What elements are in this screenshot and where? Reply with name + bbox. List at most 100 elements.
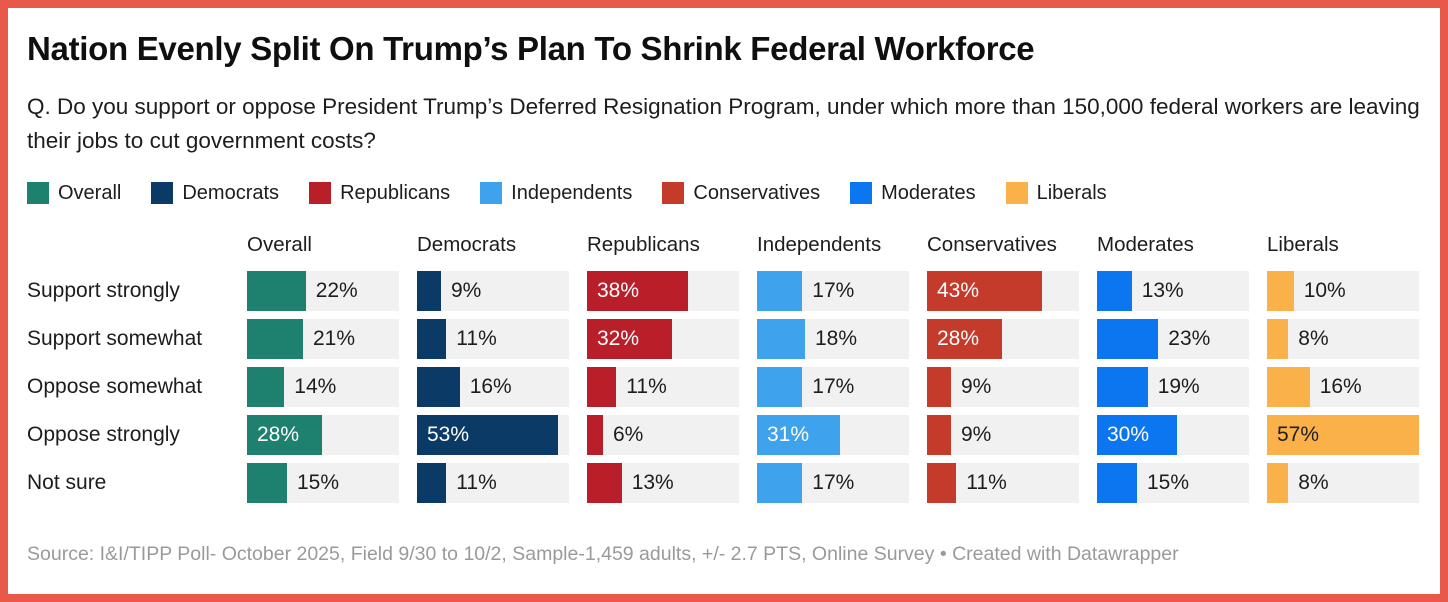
- bar-democrats: [417, 318, 447, 359]
- bar-independents: [757, 414, 840, 455]
- legend-label: Moderates: [881, 181, 976, 204]
- bar-track: 21%: [247, 318, 399, 359]
- bar-cell: 53%: [417, 414, 587, 455]
- bar-cell: 8%: [1267, 318, 1437, 359]
- bar-track: 23%: [1097, 318, 1249, 359]
- bar-value-label: 32%: [597, 326, 640, 350]
- bar-overall: [247, 318, 303, 359]
- bar-value-label: 28%: [937, 326, 980, 350]
- bar-cell: 13%: [587, 462, 757, 503]
- bar-track: 17%: [757, 366, 909, 407]
- bar-conservatives: [927, 462, 957, 503]
- footer-separator: •: [939, 542, 947, 565]
- bar-moderates: [1097, 462, 1137, 503]
- bar-moderates: [1097, 414, 1177, 455]
- bar-democrats: [417, 414, 559, 455]
- legend-label: Liberals: [1036, 181, 1107, 204]
- row-label: Support strongly: [27, 278, 180, 302]
- legend-label: Overall: [58, 181, 122, 204]
- bar-track: 10%: [1267, 270, 1419, 311]
- bar-value-label: 8%: [1298, 470, 1329, 494]
- bar-track: 14%: [247, 366, 399, 407]
- bar-value-label: 13%: [631, 470, 674, 494]
- bar-track: 22%: [247, 270, 399, 311]
- bar-republicans: [587, 366, 617, 407]
- bar-track: 30%: [1097, 414, 1249, 455]
- bar-track: 17%: [757, 270, 909, 311]
- bar-value-label: 21%: [313, 326, 356, 350]
- bar-independents: [757, 462, 803, 503]
- legend-swatch-icon: [151, 182, 174, 204]
- bar-track: 43%: [927, 270, 1079, 311]
- bar-track: 19%: [1097, 366, 1249, 407]
- legend-item-democrats: Democrats: [151, 182, 279, 205]
- bar-value-label: 11%: [456, 470, 497, 494]
- bar-track: 9%: [927, 366, 1079, 407]
- bar-cell: 15%: [247, 462, 417, 503]
- legend-label: Democrats: [182, 181, 280, 204]
- bar-value-label: 18%: [815, 326, 858, 350]
- legend-item-overall: Overall: [27, 182, 121, 205]
- bar-track: 16%: [1267, 366, 1419, 407]
- column-header-overall: Overall: [247, 232, 312, 256]
- bar-moderates: [1097, 318, 1159, 359]
- bar-track: 9%: [927, 414, 1079, 455]
- bar-overall: [247, 270, 306, 311]
- bar-conservatives: [927, 318, 1002, 359]
- bar-independents: [757, 366, 803, 407]
- bar-track: 11%: [417, 318, 569, 359]
- legend-swatch-icon: [850, 182, 873, 204]
- bar-value-label: 16%: [1319, 374, 1362, 398]
- chart-question: Q. Do you support or oppose President Tr…: [27, 94, 1420, 153]
- bar-republicans: [587, 414, 603, 455]
- bar-cell: 9%: [417, 270, 587, 311]
- bar-cell: 18%: [757, 318, 927, 359]
- legend-swatch-icon: [309, 182, 332, 204]
- bar-value-label: 17%: [812, 470, 855, 494]
- column-header-liberals: Liberals: [1267, 232, 1339, 256]
- legend-item-moderates: Moderates: [850, 182, 976, 205]
- bar-track: 53%: [417, 414, 569, 455]
- bar-cell: 22%: [247, 270, 417, 311]
- bar-cell: 38%: [587, 270, 757, 311]
- bar-liberals: [1267, 366, 1310, 407]
- bar-value-label: 22%: [315, 278, 358, 302]
- bar-conservatives: [927, 414, 951, 455]
- bar-cell: 17%: [757, 270, 927, 311]
- bar-track: 16%: [417, 366, 569, 407]
- bar-liberals: [1267, 318, 1289, 359]
- bar-value-label: 19%: [1157, 374, 1200, 398]
- bar-track: 13%: [587, 462, 739, 503]
- bar-value-label: 15%: [297, 470, 340, 494]
- bar-cell: 30%: [1097, 414, 1267, 455]
- bar-republicans: [587, 270, 689, 311]
- bar-value-label: 57%: [1277, 422, 1320, 446]
- bar-liberals: [1267, 270, 1294, 311]
- legend-item-republicans: Republicans: [309, 182, 450, 205]
- bar-track: 31%: [757, 414, 909, 455]
- legend-swatch-icon: [662, 182, 685, 204]
- column-header-independents: Independents: [757, 232, 882, 256]
- bar-democrats: [417, 462, 447, 503]
- bar-conservatives: [927, 270, 1042, 311]
- bar-cell: 19%: [1097, 366, 1267, 407]
- bar-cell: 21%: [247, 318, 417, 359]
- bar-liberals: [1267, 414, 1419, 455]
- bar-track: 17%: [757, 462, 909, 503]
- bar-track: 11%: [587, 366, 739, 407]
- datawrapper-attribution[interactable]: Created with Datawrapper: [952, 542, 1179, 565]
- bar-value-label: 43%: [937, 278, 980, 302]
- bar-track: 6%: [587, 414, 739, 455]
- bar-cell: 28%: [247, 414, 417, 455]
- bar-value-label: 15%: [1147, 470, 1190, 494]
- legend-label: Republicans: [340, 181, 451, 204]
- bar-track: 32%: [587, 318, 739, 359]
- bar-value-label: 9%: [451, 278, 482, 302]
- bar-republicans: [587, 318, 673, 359]
- legend-label: Independents: [511, 181, 633, 204]
- bar-liberals: [1267, 462, 1289, 503]
- chart-title: Nation Evenly Split On Trump’s Plan To S…: [27, 30, 1035, 67]
- bar-track: 13%: [1097, 270, 1249, 311]
- bar-track: 28%: [927, 318, 1079, 359]
- bar-track: 57%: [1267, 414, 1419, 455]
